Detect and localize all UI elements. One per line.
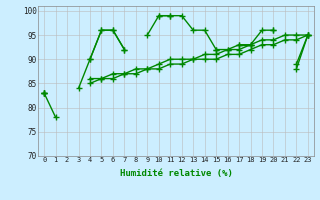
- X-axis label: Humidité relative (%): Humidité relative (%): [120, 169, 232, 178]
